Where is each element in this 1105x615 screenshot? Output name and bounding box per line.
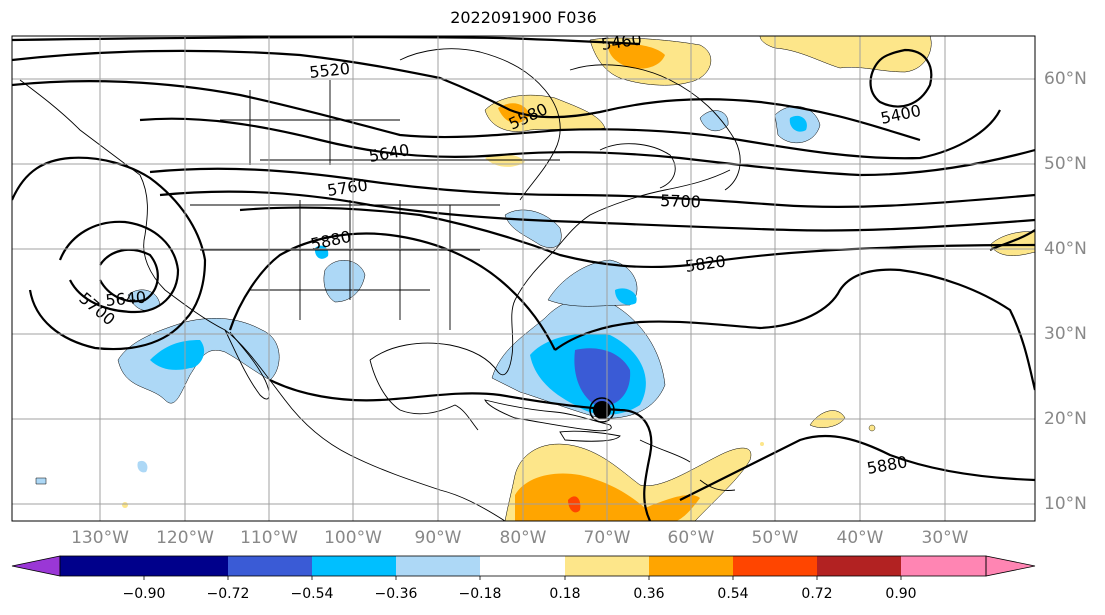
contour-label: 5880 [865, 452, 908, 478]
contour-label: 5460 [600, 29, 643, 53]
contour-label: 5700 [660, 191, 701, 211]
colorbar-tick-label: −0.90 [122, 586, 166, 602]
graticule [12, 36, 1035, 521]
lon-tick-label: 70°W [583, 528, 631, 548]
lon-tick-label: 40°W [836, 528, 884, 548]
lon-tick-label: 60°W [667, 528, 715, 548]
colorbar-tick-label: −0.54 [290, 586, 334, 602]
map-frame [11, 35, 1036, 522]
colorbar-tick-label: 0.90 [885, 586, 917, 602]
colorbar [11, 555, 1036, 580]
colorbar-tick-label: 0.36 [633, 586, 665, 602]
positive-anomaly-fields [122, 36, 1035, 521]
contour-label: 5820 [684, 251, 727, 275]
contour-label: 5520 [308, 59, 350, 82]
colorbar-tick-label: −0.18 [458, 586, 502, 602]
colorbar-tick-label: 0.72 [801, 586, 833, 602]
lon-tick-label: 120°W [156, 528, 214, 548]
lat-tick-label: 50°N [1044, 154, 1087, 174]
lat-tick-label: 60°N [1044, 69, 1087, 89]
map-title: 2022091900 F036 [450, 8, 597, 27]
colorbar-tick-label: 0.18 [549, 586, 581, 602]
contour-label: 5640 [367, 140, 410, 166]
lon-tick-label: 100°W [324, 528, 382, 548]
coastlines-and-borders [19, 48, 741, 521]
colorbar-tick-label: −0.36 [374, 586, 418, 602]
lon-tick-label: 130°W [71, 528, 129, 548]
contour-label: 5640 [105, 288, 147, 310]
lat-tick-label: 30°N [1044, 324, 1087, 344]
lon-tick-label: 30°W [921, 528, 969, 548]
contour-label: 5760 [326, 175, 369, 199]
lon-tick-label: 80°W [499, 528, 547, 548]
negative-anomaly-fields [35, 106, 821, 485]
storm-center-icon [589, 397, 615, 423]
lat-tick-label: 40°N [1044, 239, 1087, 259]
lon-tick-label: 50°W [751, 528, 799, 548]
lat-tick-label: 10°N [1044, 494, 1087, 514]
colorbar-tick-label: 0.54 [717, 586, 749, 602]
lon-tick-label: 110°W [240, 528, 298, 548]
colorbar-tick-label: −0.72 [206, 586, 250, 602]
lon-tick-label: 90°W [414, 528, 462, 548]
lat-tick-label: 20°N [1044, 409, 1087, 429]
height-contours [12, 36, 1035, 521]
